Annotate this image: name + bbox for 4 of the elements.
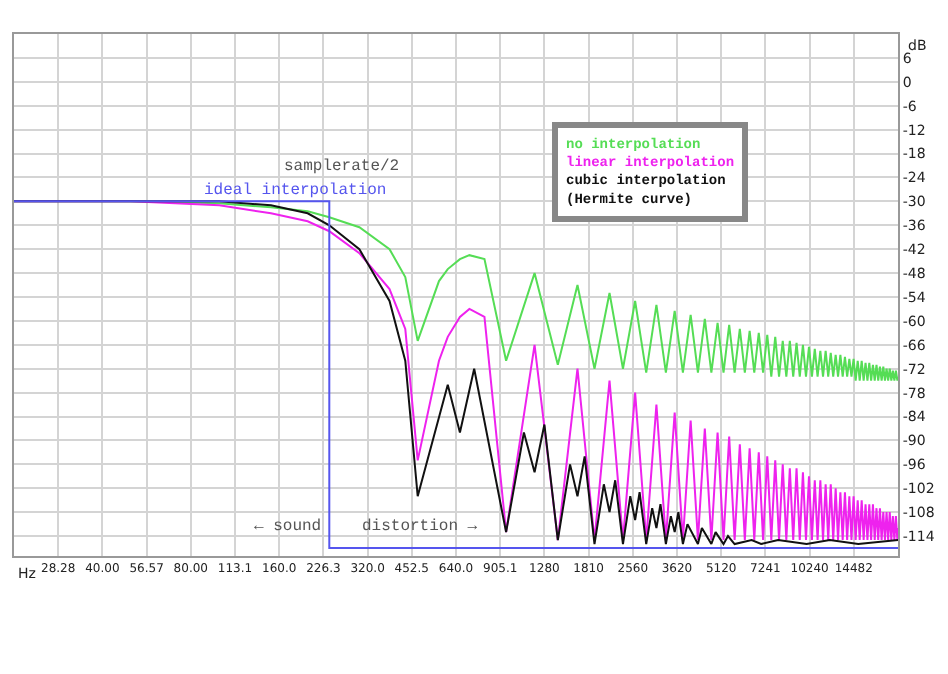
annotation: distortion → bbox=[362, 518, 478, 536]
annotation: samplerate/2 bbox=[284, 158, 400, 176]
annotation: ideal interpolation bbox=[204, 182, 387, 200]
annotation: ← sound bbox=[254, 518, 322, 536]
